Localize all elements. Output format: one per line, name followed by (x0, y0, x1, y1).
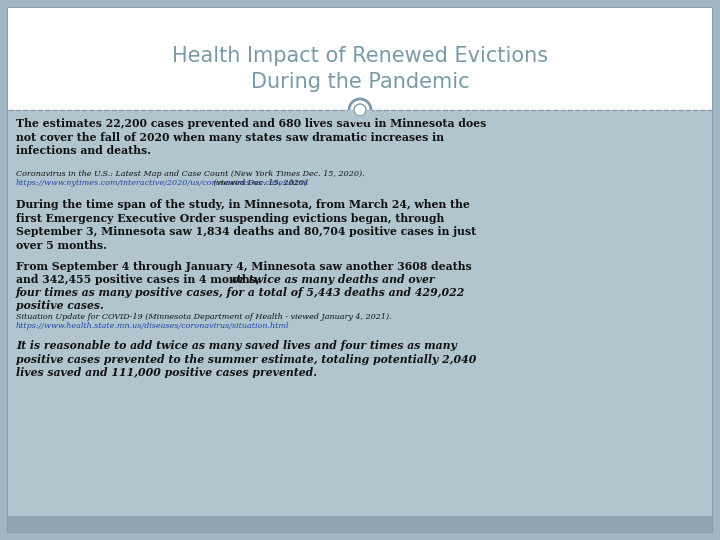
Text: Coronavirus in the U.S.: Latest Map and Case Count (New York Times Dec. 15, 2020: Coronavirus in the U.S.: Latest Map and … (16, 170, 364, 178)
Text: Health Impact of Renewed Evictions: Health Impact of Renewed Evictions (172, 46, 548, 66)
Text: During the time span of the study, in Minnesota, from March 24, when the
first E: During the time span of the study, in Mi… (16, 199, 476, 251)
Circle shape (354, 104, 366, 116)
Bar (348, 110, 372, 122)
Text: During the Pandemic: During the Pandemic (251, 72, 469, 92)
Text: and 342,455 positive cases in 4 months,: and 342,455 positive cases in 4 months, (16, 274, 264, 285)
Bar (8, 8, 712, 110)
Text: The estimates 22,200 cases prevented and 680 lives saved in Minnesota does
not c: The estimates 22,200 cases prevented and… (16, 118, 487, 157)
Text: Situation Update for COVID-19 (Minnesota Department of Health - viewed January 4: Situation Update for COVID-19 (Minnesota… (16, 313, 392, 321)
Text: positive cases.: positive cases. (16, 300, 104, 311)
Text: four times as many positive cases, for a total of 5,443 deaths and 429,022: four times as many positive cases, for a… (16, 287, 465, 298)
Text: https://www.health.state.mn.us/diseases/coronavirus/situation.html: https://www.health.state.mn.us/diseases/… (16, 322, 289, 330)
Text: It is reasonable to add twice as many saved lives and four times as many
positiv: It is reasonable to add twice as many sa… (16, 340, 477, 379)
Text: or twice as many deaths and over: or twice as many deaths and over (232, 274, 435, 285)
Text: From September 4 through January 4, Minnesota saw another 3608 deaths: From September 4 through January 4, Minn… (16, 261, 472, 272)
Bar (8, 110, 712, 518)
Bar (8, 516, 712, 532)
Text: (viewed Dec. 15, 2020): (viewed Dec. 15, 2020) (211, 179, 307, 187)
Text: https://www.nytimes.com/interactive/2020/us/coronavirus-us-cases.html: https://www.nytimes.com/interactive/2020… (16, 179, 310, 187)
